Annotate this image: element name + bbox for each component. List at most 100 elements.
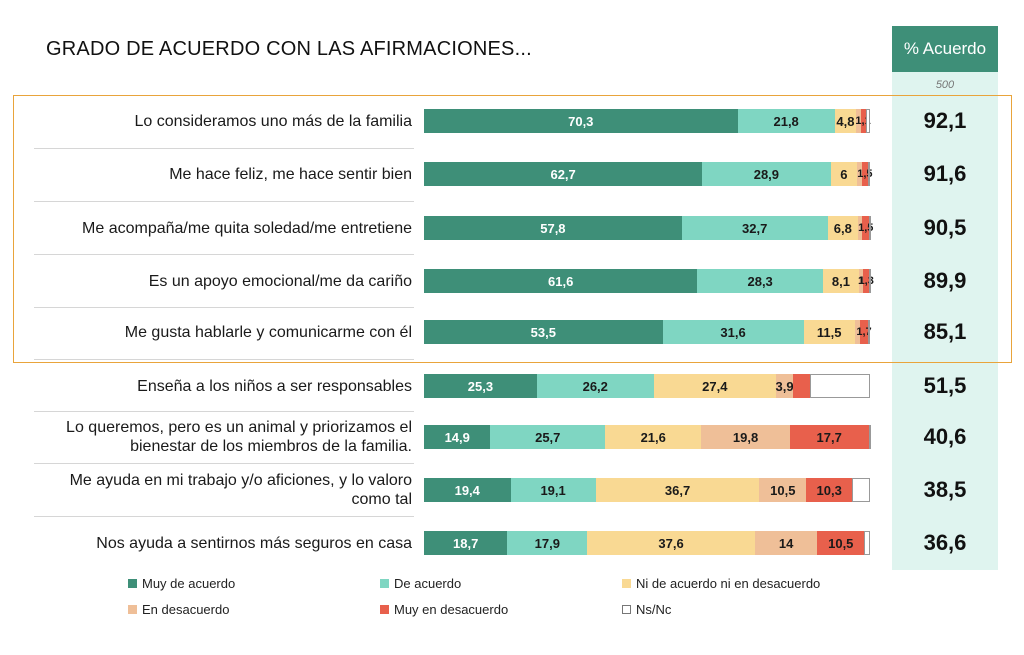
- bar-segment-ni-ni: 8,1: [822, 269, 859, 293]
- data-label: 8,1: [831, 273, 850, 289]
- data-label: 17,7: [816, 429, 842, 445]
- legend-item-de-acuerdo: De acuerdo: [380, 576, 461, 591]
- row-separator: [34, 463, 414, 464]
- row-label: Me gusta hablarle y comunicarme con él: [124, 323, 412, 341]
- bar-segment-ns-nc: [868, 425, 871, 449]
- bar-segment-de-acuerdo: 28,3: [697, 269, 823, 293]
- legend-swatch: [128, 605, 137, 614]
- data-label: 14,9: [444, 429, 470, 445]
- data-label: 31,6: [720, 324, 746, 340]
- bar-segment-en-desacuerdo: 3,9: [776, 374, 794, 398]
- bar-segment-muy-en-desacuerdo: 1,7: [856, 320, 872, 344]
- bar-segment-ni-ni: 6,8: [827, 216, 858, 240]
- bar-segment-de-acuerdo: 25,7: [490, 425, 606, 449]
- data-label: 11,5: [816, 324, 842, 340]
- bar-segment-de-acuerdo: 32,7: [681, 216, 828, 240]
- bar-segment-ni-ni: 4,8: [834, 109, 857, 133]
- bar-segment-muy-de-acuerdo: 19,4: [424, 478, 511, 502]
- legend-item-muy-en-desacuerdo: Muy en desacuerdo: [380, 602, 508, 617]
- bar-segment-ns-nc: [865, 109, 870, 133]
- bar-segment-ni-ni: 37,6: [587, 531, 755, 555]
- data-label: 25,7: [535, 429, 561, 445]
- data-label: 6,8: [833, 220, 852, 236]
- row-separator: [34, 307, 414, 308]
- chart-title: GRADO DE ACUERDO CON LAS AFIRMACIONES...: [46, 38, 532, 60]
- bar-segment-en-desacuerdo: 1: [858, 269, 865, 293]
- row-label: Me hace feliz, me hace sentir bien: [169, 165, 412, 183]
- legend-swatch: [380, 579, 389, 588]
- legend-label: Muy en desacuerdo: [394, 602, 509, 617]
- bar-segment-de-acuerdo: 19,1: [510, 478, 596, 502]
- row-label: Lo queremos, pero es un animal y prioriz…: [66, 419, 412, 455]
- data-label: 19,1: [540, 482, 566, 498]
- legend-label: Ni de acuerdo ni en desacuerdo: [636, 576, 821, 591]
- bar-segment-ns-nc: [869, 269, 872, 293]
- acuerdo-total: 92,1: [923, 108, 967, 133]
- bar-segment-muy-de-acuerdo: 53,5: [424, 320, 663, 344]
- legend-label: Ns/Nc: [636, 602, 672, 617]
- data-label: 28,3: [747, 273, 773, 289]
- bar-segment-muy-de-acuerdo: 62,7: [424, 162, 703, 186]
- bar-segment-ns-nc: [868, 162, 871, 186]
- bar-segment-ns-nc: [852, 478, 870, 502]
- data-label: 19,4: [454, 482, 480, 498]
- data-label: 28,9: [753, 166, 780, 182]
- legend-item-ni-ni: Ni de acuerdo ni en desacuerdo: [622, 576, 820, 591]
- row-label: Es un apoyo emocional/me da cariño: [148, 272, 412, 290]
- bar-segment-muy-en-desacuerdo: 3,7: [793, 374, 835, 398]
- bar-segment-en-desacuerdo: 14: [754, 531, 818, 555]
- bar-segment-de-acuerdo: 28,9: [702, 162, 831, 186]
- acuerdo-total: 89,9: [923, 268, 967, 293]
- acuerdo-total: 51,5: [923, 373, 967, 398]
- data-label: 27,4: [702, 378, 728, 394]
- bar-segment-en-desacuerdo: [856, 109, 861, 133]
- bar-segment-muy-en-desacuerdo: 1,5: [858, 216, 873, 240]
- data-label: 14: [778, 535, 794, 551]
- row-label: Nos ayuda a sentirnos más seguros en cas…: [96, 534, 412, 552]
- legend-swatch: [622, 579, 631, 588]
- data-label: 26,2: [582, 378, 608, 394]
- bar-segment-ns-nc: [864, 531, 870, 555]
- bar-segment-de-acuerdo: 26,2: [536, 374, 654, 398]
- legend-item-ns-nc: Ns/Nc: [622, 602, 671, 617]
- row-label: Enseña a los niños a ser responsables: [137, 377, 412, 395]
- data-label: 10,5: [770, 482, 796, 498]
- acuerdo-total: 91,6: [923, 161, 967, 186]
- bar-segment-muy-en-desacuerdo: 17,7: [789, 425, 869, 449]
- bar-segment-en-desacuerdo: [857, 216, 863, 240]
- bar-segment-muy-de-acuerdo: 70,3: [424, 109, 738, 133]
- data-label: 61,6: [548, 273, 574, 289]
- data-label: 1,5: [858, 222, 874, 234]
- row-separator: [34, 411, 414, 412]
- data-label: 1,5: [857, 168, 873, 180]
- acuerdo-total: 36,6: [923, 530, 967, 555]
- acuerdo-column-header: % Acuerdo: [892, 26, 998, 72]
- legend-swatch: [622, 605, 631, 614]
- legend-swatch: [128, 579, 137, 588]
- acuerdo-total: 40,6: [923, 424, 967, 449]
- acuerdo-total: 90,5: [923, 215, 967, 240]
- data-label: 6: [840, 166, 848, 182]
- acuerdo-total: 38,5: [923, 477, 967, 502]
- bar-segment-en-desacuerdo: [854, 320, 861, 344]
- data-label: 53,5: [530, 324, 556, 340]
- bar-segment-ni-ni: 27,4: [653, 374, 776, 398]
- acuerdo-total: 85,1: [923, 319, 967, 344]
- bar-segment-ns-nc: [809, 374, 870, 398]
- data-label: 18,7: [453, 535, 479, 551]
- bar-segment-muy-de-acuerdo: 25,3: [424, 374, 537, 398]
- data-label: 1,3: [858, 275, 874, 287]
- data-label: 1: [858, 275, 865, 287]
- bar-segment-muy-de-acuerdo: 61,6: [424, 269, 698, 293]
- data-label: 4,8: [836, 113, 855, 129]
- bar-segment-muy-de-acuerdo: 14,9: [424, 425, 491, 449]
- data-label: 21,8: [773, 113, 799, 129]
- row-separator: [34, 516, 414, 517]
- bar-segment-ni-ni: 36,7: [595, 478, 760, 502]
- bar-segment-ns-nc: [869, 216, 872, 240]
- data-label: 21,6: [640, 429, 666, 445]
- row-label: Me ayuda en mi trabajo y/o aficiones, y …: [69, 472, 412, 508]
- data-label: 25,3: [467, 378, 494, 394]
- row-label: Me acompaña/me quita soledad/me entretie…: [82, 219, 412, 237]
- bar-segment-en-desacuerdo: [857, 162, 862, 186]
